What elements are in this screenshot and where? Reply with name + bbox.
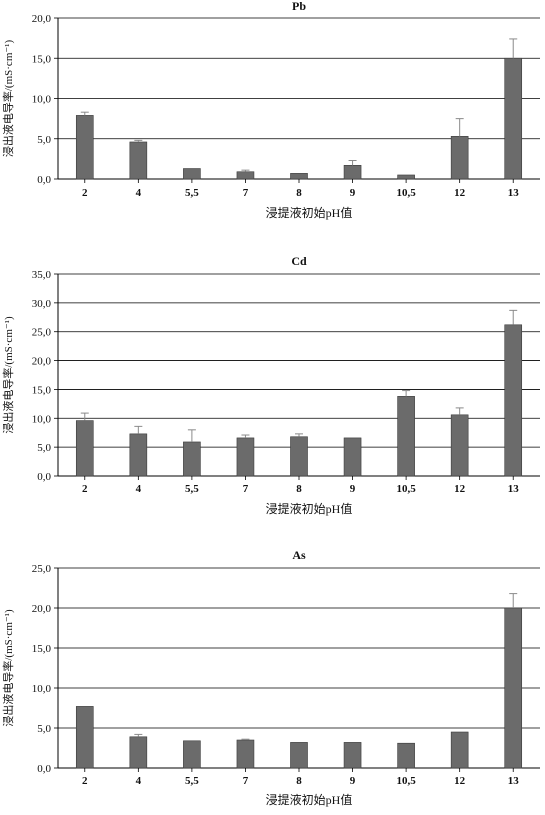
y-tick-label: 0,0 <box>37 471 51 483</box>
bar <box>290 742 308 769</box>
x-tick-label: 8 <box>296 775 302 787</box>
bar <box>504 607 523 769</box>
bar <box>183 441 201 477</box>
bar <box>129 141 148 180</box>
y-tick-label: 0,0 <box>37 174 51 186</box>
y-axis-label: 浸出液电导率/(mS·cm⁻¹) <box>1 609 15 727</box>
bar <box>75 706 94 769</box>
x-tick-label: 2 <box>82 483 88 495</box>
bar <box>236 437 255 477</box>
x-axis-label: 浸提液初始pH值 <box>266 792 353 807</box>
bar <box>236 739 255 769</box>
bar <box>183 168 201 180</box>
bar <box>397 742 415 769</box>
bar <box>343 165 362 180</box>
bar <box>236 171 255 180</box>
bar <box>450 414 469 477</box>
y-tick-label: 15,0 <box>32 384 52 396</box>
bar <box>290 173 308 180</box>
y-tick-label: 25,0 <box>32 327 52 339</box>
x-tick-label: 5,5 <box>185 483 199 495</box>
x-tick-label: 12 <box>454 775 466 787</box>
y-tick-label: 20,0 <box>32 356 52 368</box>
bar <box>504 57 523 180</box>
y-tick-label: 30,0 <box>32 298 52 310</box>
y-tick-label: 5,0 <box>37 723 51 735</box>
y-axis-label: 浸出液电导率/(mS·cm⁻¹) <box>1 316 15 434</box>
bar <box>129 433 148 477</box>
x-tick-label: 9 <box>350 187 356 199</box>
x-tick-label: 10,5 <box>396 775 416 787</box>
chart-title: Pb <box>292 0 306 13</box>
bar <box>129 736 148 769</box>
y-tick-label: 10,0 <box>32 413 52 425</box>
x-tick-label: 4 <box>136 775 142 787</box>
bar <box>343 742 362 769</box>
x-tick-label: 9 <box>350 775 356 787</box>
y-tick-label: 20,0 <box>32 603 52 615</box>
x-tick-label: 5,5 <box>185 187 199 199</box>
x-tick-label: 2 <box>82 775 88 787</box>
x-tick-label: 4 <box>136 187 142 199</box>
x-tick-label: 9 <box>350 483 356 495</box>
x-axis-label: 浸提液初始pH值 <box>266 501 353 516</box>
y-tick-label: 10,0 <box>32 94 52 106</box>
y-tick-label: 15,0 <box>32 53 52 65</box>
y-tick-label: 0,0 <box>37 763 51 775</box>
x-tick-label: 7 <box>243 187 249 199</box>
x-tick-label: 7 <box>243 483 249 495</box>
chart-title: As <box>292 548 306 562</box>
bar <box>343 437 362 477</box>
bar <box>75 115 94 180</box>
bar <box>290 436 308 477</box>
x-tick-label: 12 <box>454 483 466 495</box>
x-tick-label: 8 <box>296 483 302 495</box>
x-tick-label: 7 <box>243 775 249 787</box>
y-tick-label: 25,0 <box>32 563 52 575</box>
bar <box>75 420 94 477</box>
x-tick-label: 4 <box>136 483 142 495</box>
y-tick-label: 35,0 <box>32 269 52 281</box>
bar <box>450 136 469 180</box>
y-tick-label: 20,0 <box>32 13 52 25</box>
y-tick-label: 15,0 <box>32 643 52 655</box>
x-tick-label: 5,5 <box>185 775 199 787</box>
bar <box>183 740 201 769</box>
bar <box>450 731 469 769</box>
x-tick-label: 12 <box>454 187 466 199</box>
bar <box>397 396 415 477</box>
x-tick-label: 13 <box>508 775 520 787</box>
y-axis-label: 浸出液电导率/(mS·cm⁻¹) <box>1 40 15 158</box>
x-tick-label: 13 <box>508 187 520 199</box>
x-tick-label: 8 <box>296 187 302 199</box>
x-axis-label: 浸提液初始pH值 <box>266 205 353 220</box>
x-tick-label: 2 <box>82 187 88 199</box>
x-tick-label: 13 <box>508 483 520 495</box>
x-tick-label: 10,5 <box>396 483 416 495</box>
chart-title: Cd <box>291 254 307 268</box>
y-tick-label: 5,0 <box>37 134 51 146</box>
y-tick-label: 5,0 <box>37 442 51 454</box>
bar <box>504 324 523 477</box>
bar <box>397 174 415 180</box>
x-tick-label: 10,5 <box>396 187 416 199</box>
y-tick-label: 10,0 <box>32 683 52 695</box>
